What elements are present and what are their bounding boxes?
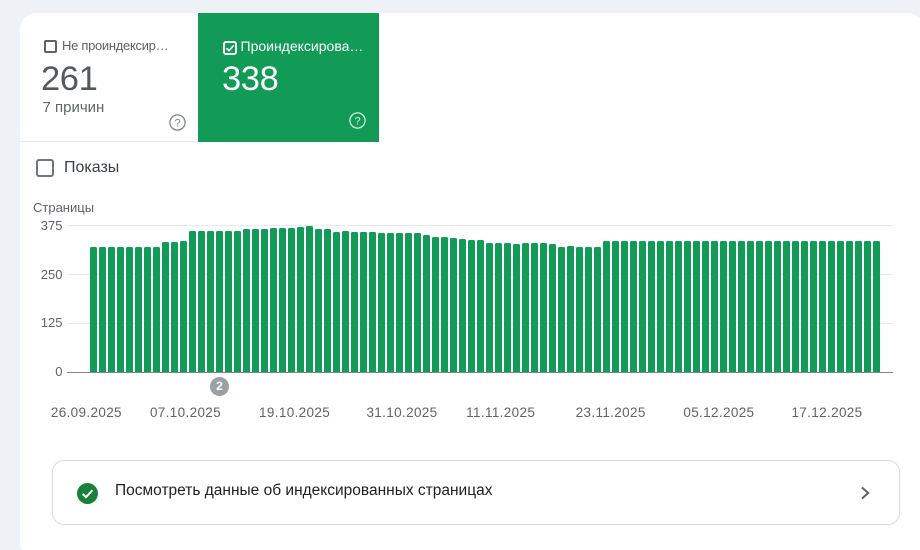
- svg-text:?: ?: [354, 115, 360, 127]
- svg-text:?: ?: [174, 117, 180, 129]
